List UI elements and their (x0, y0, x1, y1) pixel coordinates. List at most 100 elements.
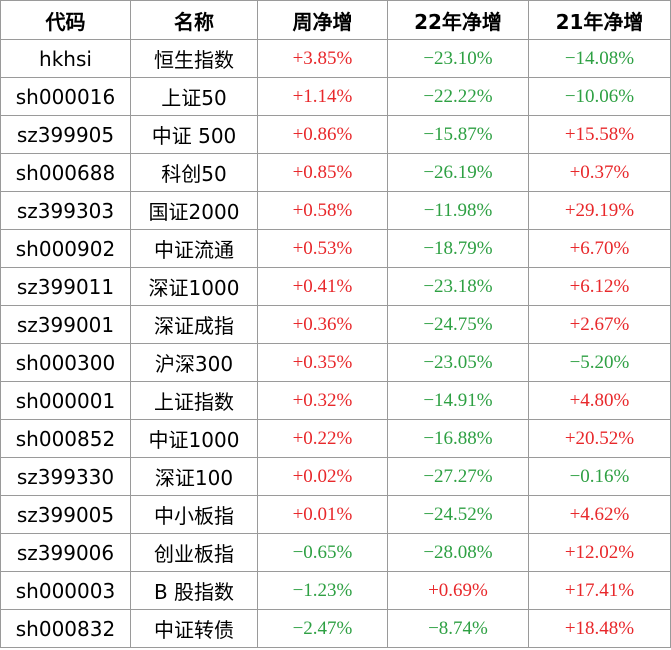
value-cell: −24.52% (387, 495, 529, 534)
text-cell: sh000003 (0, 571, 131, 610)
table-row: sh000688 科创50 +0.85% −26.19% +0.37% (0, 153, 671, 192)
value-cell: −14.91% (387, 381, 529, 420)
value-cell: −27.27% (387, 457, 529, 496)
value-cell: −15.87% (387, 115, 529, 154)
text-cell: sh000300 (0, 343, 131, 382)
text-cell: sz399001 (0, 305, 131, 344)
value-cell: +0.69% (387, 571, 529, 610)
value-cell: −28.08% (387, 533, 529, 572)
header-cell: 周净增 (257, 0, 388, 40)
text-cell: sz399905 (0, 115, 131, 154)
value-cell: +6.70% (528, 229, 671, 268)
value-cell: −8.74% (387, 609, 529, 648)
value-cell: −5.20% (528, 343, 671, 382)
value-cell: +3.85% (257, 39, 388, 78)
table-row: sz399001 深证成指 +0.36% −24.75% +2.67% (0, 305, 671, 344)
text-cell: sh000902 (0, 229, 131, 268)
value-cell: +0.85% (257, 153, 388, 192)
value-cell: −2.47% (257, 609, 388, 648)
header-cell: 代码 (0, 0, 131, 40)
value-cell: +0.53% (257, 229, 388, 268)
text-cell: 科创50 (130, 153, 258, 192)
value-cell: −26.19% (387, 153, 529, 192)
header-cell: 22年净增 (387, 0, 529, 40)
table-row: sh000902 中证流通 +0.53% −18.79% +6.70% (0, 229, 671, 268)
value-cell: +4.80% (528, 381, 671, 420)
text-cell: sh000688 (0, 153, 131, 192)
table-row: sh000832 中证转债 −2.47% −8.74% +18.48% (0, 609, 671, 648)
value-cell: −0.16% (528, 457, 671, 496)
value-cell: −0.65% (257, 533, 388, 572)
table-row: hkhsi 恒生指数 +3.85% −23.10% −14.08% (0, 39, 671, 78)
value-cell: −23.05% (387, 343, 529, 382)
value-cell: +0.35% (257, 343, 388, 382)
header-row: 代码 名称 周净增 22年净增 21年净增 (0, 0, 671, 40)
value-cell: +18.48% (528, 609, 671, 648)
table-row: sz399006 创业板指 −0.65% −28.08% +12.02% (0, 533, 671, 572)
value-cell: +20.52% (528, 419, 671, 458)
value-cell: +0.41% (257, 267, 388, 306)
value-cell: +4.62% (528, 495, 671, 534)
text-cell: 中证流通 (130, 229, 258, 268)
text-cell: sh000016 (0, 77, 131, 116)
table-row: sh000001 上证指数 +0.32% −14.91% +4.80% (0, 381, 671, 420)
value-cell: −11.98% (387, 191, 529, 230)
value-cell: +1.14% (257, 77, 388, 116)
value-cell: +0.37% (528, 153, 671, 192)
value-cell: +0.86% (257, 115, 388, 154)
table-row: sz399005 中小板指 +0.01% −24.52% +4.62% (0, 495, 671, 534)
text-cell: 上证50 (130, 77, 258, 116)
text-cell: 创业板指 (130, 533, 258, 572)
text-cell: 中证转债 (130, 609, 258, 648)
text-cell: sz399011 (0, 267, 131, 306)
value-cell: +6.12% (528, 267, 671, 306)
value-cell: +15.58% (528, 115, 671, 154)
header-cell: 21年净增 (528, 0, 671, 40)
value-cell: +0.32% (257, 381, 388, 420)
value-cell: +17.41% (528, 571, 671, 610)
value-cell: −23.10% (387, 39, 529, 78)
text-cell: B 股指数 (130, 571, 258, 610)
table-row: sz399330 深证100 +0.02% −27.27% −0.16% (0, 457, 671, 496)
value-cell: +0.02% (257, 457, 388, 496)
header-cell: 名称 (130, 0, 258, 40)
text-cell: 中证1000 (130, 419, 258, 458)
table-row: sh000300 沪深300 +0.35% −23.05% −5.20% (0, 343, 671, 382)
text-cell: sh000832 (0, 609, 131, 648)
text-cell: sz399006 (0, 533, 131, 572)
text-cell: 恒生指数 (130, 39, 258, 78)
value-cell: +12.02% (528, 533, 671, 572)
table-row: sh000003 B 股指数 −1.23% +0.69% +17.41% (0, 571, 671, 610)
value-cell: −18.79% (387, 229, 529, 268)
value-cell: −1.23% (257, 571, 388, 610)
text-cell: 深证成指 (130, 305, 258, 344)
value-cell: +0.36% (257, 305, 388, 344)
value-cell: +2.67% (528, 305, 671, 344)
value-cell: −16.88% (387, 419, 529, 458)
value-cell: +29.19% (528, 191, 671, 230)
value-cell: −22.22% (387, 77, 529, 116)
text-cell: sh000852 (0, 419, 131, 458)
value-cell: −10.06% (528, 77, 671, 116)
table-row: sh000852 中证1000 +0.22% −16.88% +20.52% (0, 419, 671, 458)
text-cell: 深证100 (130, 457, 258, 496)
text-cell: 中证 500 (130, 115, 258, 154)
table-row: sz399011 深证1000 +0.41% −23.18% +6.12% (0, 267, 671, 306)
table-row: sz399303 国证2000 +0.58% −11.98% +29.19% (0, 191, 671, 230)
value-cell: −24.75% (387, 305, 529, 344)
text-cell: 国证2000 (130, 191, 258, 230)
text-cell: sz399330 (0, 457, 131, 496)
table-row: sz399905 中证 500 +0.86% −15.87% +15.58% (0, 115, 671, 154)
value-cell: −14.08% (528, 39, 671, 78)
text-cell: sh000001 (0, 381, 131, 420)
table-row: sh000016 上证50 +1.14% −22.22% −10.06% (0, 77, 671, 116)
value-cell: +0.01% (257, 495, 388, 534)
value-cell: +0.22% (257, 419, 388, 458)
text-cell: 上证指数 (130, 381, 258, 420)
text-cell: sz399303 (0, 191, 131, 230)
text-cell: hkhsi (0, 39, 131, 78)
text-cell: 中小板指 (130, 495, 258, 534)
value-cell: −23.18% (387, 267, 529, 306)
